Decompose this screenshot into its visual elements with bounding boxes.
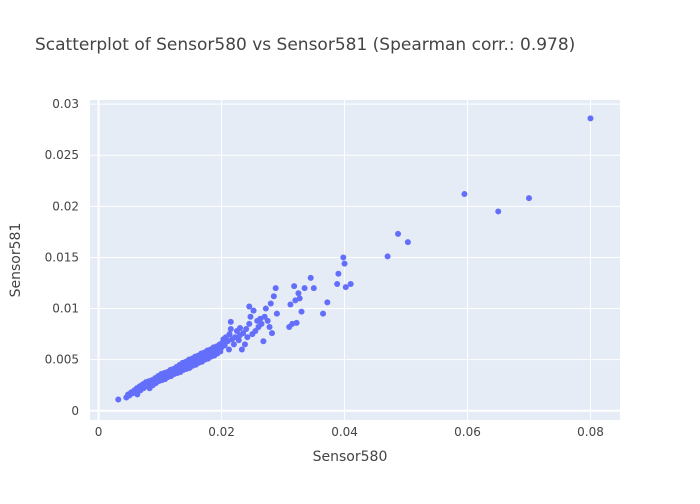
scatter-point <box>272 285 279 292</box>
x-tick-label: 0.06 <box>454 425 481 439</box>
scatter-point <box>244 334 251 341</box>
scatter-point <box>298 308 305 315</box>
x-tick-label: 0.08 <box>577 425 604 439</box>
x-tick-label: 0.04 <box>331 425 358 439</box>
scatter-point <box>310 285 317 292</box>
scatter-point <box>526 195 532 202</box>
scatter-point <box>587 115 594 122</box>
scatter-point <box>115 396 122 403</box>
scatter-point <box>237 324 244 331</box>
y-tick-label: 0.015 <box>45 250 79 264</box>
data-points <box>115 115 594 403</box>
y-tick-label: 0.02 <box>52 199 79 213</box>
x-tick-label: 0.02 <box>208 425 235 439</box>
scatter-point <box>230 341 237 348</box>
y-axis-ticks: 0 0.005 0.01 0.015 0.02 0.025 0.03 <box>45 97 79 418</box>
scatter-point <box>250 307 257 314</box>
scatter-point <box>258 320 265 327</box>
scatter-point <box>243 326 250 333</box>
scatter-point <box>287 301 294 308</box>
scatter-point <box>134 391 141 398</box>
y-axis-title: Sensor581 <box>8 223 24 298</box>
scatter-point <box>227 318 234 325</box>
scatter-point <box>293 319 300 326</box>
scatter-point <box>384 253 391 260</box>
scatter-point <box>495 208 502 215</box>
scatter-point <box>273 310 280 317</box>
scatter-point <box>301 285 308 292</box>
scatter-point <box>238 346 245 353</box>
scatter-point <box>324 299 331 306</box>
scatter-point <box>342 284 349 291</box>
scatter-point <box>240 330 247 337</box>
y-tick-label: 0.025 <box>45 148 79 162</box>
scatter-point <box>246 320 253 327</box>
scatter-point <box>252 328 259 335</box>
x-tick-label: 0 <box>95 425 103 439</box>
scatter-point <box>461 191 468 198</box>
scatter-point <box>347 281 354 288</box>
scatter-point <box>295 290 302 297</box>
scatter-point <box>269 330 275 337</box>
scatter-point <box>226 331 233 338</box>
x-axis-ticks: 0 0.02 0.04 0.06 0.08 <box>95 425 604 439</box>
scatter-point <box>227 326 234 333</box>
scatter-point <box>247 313 254 320</box>
x-axis-title: Sensor580 <box>313 449 388 465</box>
chart-title: Scatterplot of Sensor580 vs Sensor581 (S… <box>35 35 575 55</box>
y-tick-label: 0 <box>71 404 79 418</box>
scatter-point <box>260 338 267 345</box>
scatter-point <box>241 341 248 348</box>
scatter-point <box>307 274 314 281</box>
y-tick-label: 0.03 <box>52 97 79 111</box>
scatter-point <box>296 295 303 302</box>
scatter-point <box>261 313 268 320</box>
scatter-point <box>262 305 269 312</box>
scatter-point <box>235 337 242 344</box>
scatter-point <box>270 293 277 300</box>
scatter-point <box>320 310 327 317</box>
scatter-point <box>395 230 402 237</box>
scatter-point <box>291 283 298 290</box>
scatter-point <box>246 303 253 310</box>
y-tick-label: 0.01 <box>52 302 79 316</box>
scatter-point <box>267 300 274 307</box>
scatter-point <box>340 254 347 261</box>
scatter-point <box>266 323 273 330</box>
scatter-point <box>341 260 348 267</box>
scatter-point <box>335 270 342 277</box>
scatter-point <box>221 342 228 349</box>
scatter-point <box>404 239 411 246</box>
scatter-point <box>334 281 341 288</box>
y-tick-label: 0.005 <box>45 353 79 367</box>
scatter-point <box>225 346 232 353</box>
scatter-point <box>264 317 271 324</box>
